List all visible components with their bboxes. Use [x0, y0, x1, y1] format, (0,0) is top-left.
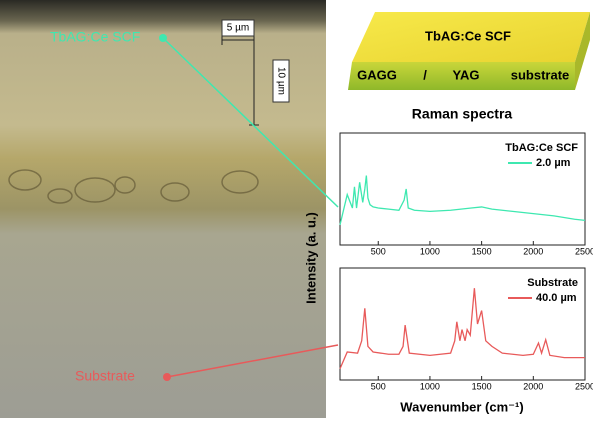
x-tick-label: 1500 — [472, 246, 492, 256]
slab-front-label: YAG — [453, 67, 480, 82]
caption: Raman spectra — [412, 106, 513, 122]
x-tick-label: 1000 — [420, 246, 440, 256]
y-axis-label: Intensity (a. u.) — [303, 212, 318, 304]
spectrum — [340, 176, 585, 225]
x-tick-label: 2500 — [575, 246, 593, 256]
x-tick-label: 500 — [371, 381, 386, 391]
slab-front-label: / — [423, 67, 427, 82]
slab-top-label: TbAG:Ce SCF — [425, 28, 511, 43]
slab-front-label: GAGG — [357, 67, 397, 82]
legend-title: Substrate — [527, 277, 578, 289]
legend-label: 2.0 µm — [536, 157, 571, 169]
x-axis-label: Wavenumber (cm⁻¹) — [400, 399, 523, 414]
x-tick-label: 2000 — [523, 381, 543, 391]
slab-front-label: substrate — [511, 67, 570, 82]
legend-label: 40.0 µm — [536, 292, 577, 304]
x-tick-label: 500 — [371, 246, 386, 256]
x-tick-label: 2500 — [575, 381, 593, 391]
scale-label: 5 µm — [227, 23, 249, 34]
x-tick-label: 2000 — [523, 246, 543, 256]
figure: 5 µm 10 µm TbAG:Ce SCF Substrate TbAG:Ce… — [0, 0, 593, 418]
x-tick-label: 1000 — [420, 381, 440, 391]
legend-title: TbAG:Ce SCF — [505, 142, 578, 154]
film-label: TbAG:Ce SCF — [50, 29, 140, 45]
scale-label: 10 µm — [275, 67, 286, 95]
x-tick-label: 1500 — [472, 381, 492, 391]
substrate-label: Substrate — [75, 368, 135, 384]
